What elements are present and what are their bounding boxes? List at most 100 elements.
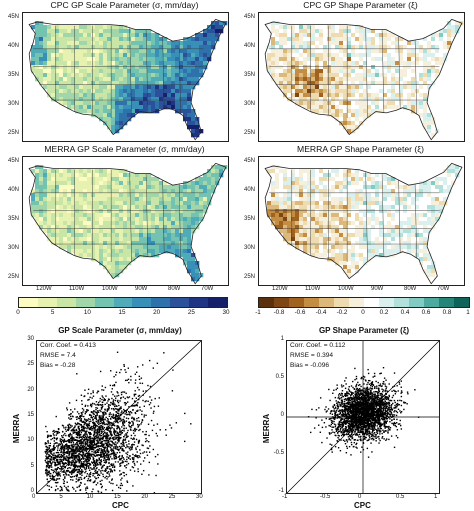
scatter-point	[101, 446, 104, 448]
scatter-point	[358, 401, 360, 403]
scatter-point	[87, 427, 90, 429]
scatter-point	[82, 420, 85, 423]
scatter-point	[138, 389, 140, 391]
scatter-point	[97, 422, 99, 424]
scatter-point	[374, 385, 376, 388]
scatter-point	[153, 492, 156, 493]
scatter-point	[53, 470, 56, 472]
scatter-point	[59, 467, 61, 470]
scatter-point	[110, 468, 112, 471]
scatter-point	[125, 420, 128, 422]
scatter-point	[98, 440, 100, 442]
scatter-point	[356, 403, 358, 405]
scatter-point	[105, 475, 108, 478]
scatter-point	[360, 389, 362, 391]
scatter-point	[46, 474, 48, 477]
scatter-point	[68, 441, 71, 444]
scatter-point	[400, 386, 402, 388]
scatter-point	[395, 410, 398, 413]
scatter-point	[126, 409, 128, 411]
scatter-point	[127, 435, 129, 438]
scatter-point	[338, 421, 340, 423]
scatter-point	[86, 410, 88, 412]
scatter-point	[56, 482, 58, 484]
scatter-point	[86, 425, 89, 428]
scatter-point	[357, 398, 360, 400]
scatter-point	[339, 409, 342, 412]
scatter-point	[335, 400, 337, 402]
scatter-point	[342, 431, 345, 433]
scatter-point	[98, 419, 100, 421]
scatter-point	[96, 472, 98, 474]
scatter-point	[117, 421, 119, 424]
scatter-point	[348, 420, 350, 422]
scatter-point	[95, 459, 98, 462]
us-outline	[264, 162, 463, 285]
scatter-point	[315, 409, 318, 411]
scatter-point	[400, 428, 403, 430]
scatter-point	[346, 412, 349, 415]
scatter-point	[101, 423, 104, 425]
scatter-point	[90, 443, 92, 446]
scatter-point	[380, 400, 382, 402]
scatter-point	[52, 433, 55, 435]
scatter-point	[50, 449, 52, 451]
scatter-point	[112, 449, 115, 451]
scatter-point	[121, 429, 124, 432]
scatter-point	[138, 378, 141, 381]
scatter-point	[131, 416, 133, 419]
scatter-point	[400, 424, 402, 427]
scatter-point	[374, 411, 377, 414]
scatter-point	[72, 441, 75, 443]
scatter-point	[374, 393, 376, 396]
scatter-point	[88, 465, 90, 467]
scatter-point	[365, 426, 367, 428]
scatter-point	[49, 458, 51, 460]
scatter-point	[97, 490, 99, 492]
scatter-point	[349, 405, 352, 408]
scatter-point	[76, 474, 78, 477]
scatter-point	[123, 420, 126, 423]
scatter-point	[102, 420, 105, 423]
scatter-point	[51, 437, 54, 440]
scatter-point	[333, 403, 336, 406]
scatter-point	[356, 409, 358, 411]
scatter-point	[77, 460, 79, 462]
scatter-point	[342, 421, 344, 423]
scatter-point	[83, 427, 86, 429]
scatter-point	[359, 415, 361, 418]
scatter-point	[108, 473, 110, 475]
scatter-point	[98, 448, 101, 450]
scatter-point	[351, 432, 353, 434]
scatter-point	[339, 427, 342, 430]
scatter-point	[104, 446, 107, 448]
scatter-point	[370, 391, 372, 393]
scatter-point	[122, 422, 124, 424]
scatter-point	[102, 451, 104, 453]
scatter-point	[368, 389, 370, 391]
scatter-point	[377, 419, 380, 421]
scatter-point	[113, 428, 115, 430]
scatter-point	[340, 431, 342, 434]
scatter-point	[80, 394, 83, 396]
scatter-point	[96, 454, 98, 456]
scatter-point	[82, 457, 84, 459]
scatter-point	[96, 482, 99, 484]
scatter-point	[340, 400, 343, 402]
scatter-point	[112, 437, 114, 439]
scatter-point	[369, 420, 372, 423]
scatter-point	[338, 405, 340, 407]
scatter-point	[87, 436, 90, 438]
scatter-point	[348, 427, 350, 429]
scatter-point	[387, 408, 390, 411]
scatter-point	[389, 410, 391, 412]
scatter-point	[96, 412, 98, 414]
scatter-point	[79, 423, 81, 426]
scatter-point	[331, 444, 333, 446]
scatter-point	[133, 457, 135, 459]
scatter-point	[121, 477, 123, 479]
scatter-point	[136, 461, 138, 463]
scatter-point	[78, 485, 80, 487]
scatter-point	[68, 402, 71, 404]
scatter-point	[57, 428, 60, 430]
